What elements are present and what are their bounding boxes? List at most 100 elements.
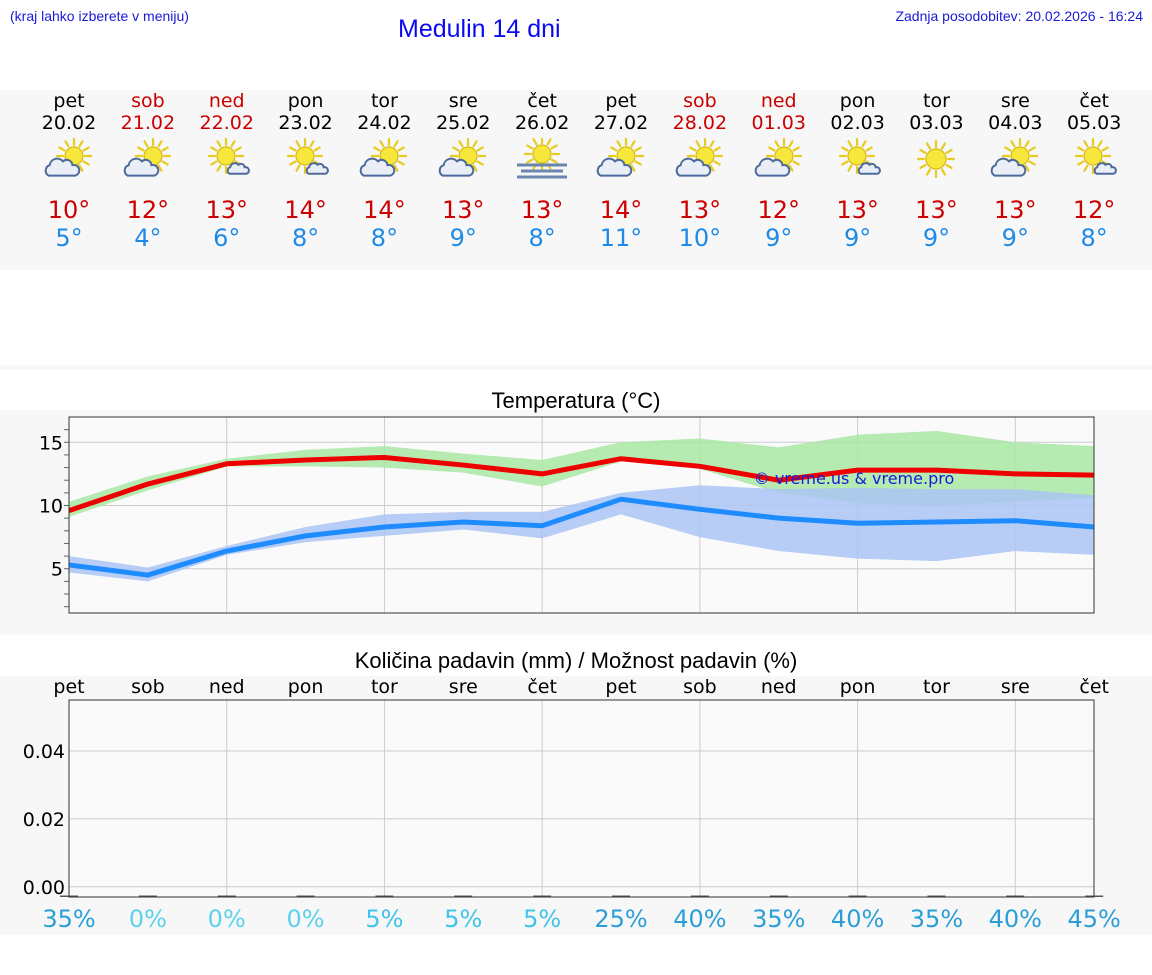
max-temperature: 14° bbox=[284, 196, 327, 224]
last-updated: Zadnja posodobitev: 20.02.2026 - 16:24 bbox=[895, 8, 1143, 24]
precip-bar bbox=[296, 895, 315, 897]
precip-bar bbox=[690, 895, 709, 897]
watermark: © vreme.us & vreme.pro bbox=[754, 469, 955, 488]
max-temperature: 13° bbox=[442, 196, 485, 224]
max-temperature-line bbox=[68, 454, 1095, 513]
min-temperature-line bbox=[68, 496, 1095, 578]
max-temperature: 12° bbox=[757, 196, 800, 224]
section-divider bbox=[0, 365, 1152, 370]
precip-chance: 0% bbox=[287, 905, 325, 933]
x-tick-label: sre bbox=[449, 676, 478, 698]
day-name: sob bbox=[131, 90, 165, 112]
precip-bar bbox=[138, 895, 157, 897]
day-name: sre bbox=[448, 90, 478, 112]
min-temperature: 8° bbox=[370, 224, 399, 252]
x-tick-label: čet bbox=[527, 676, 557, 698]
x-tick-label: sob bbox=[131, 676, 165, 698]
precip-bar bbox=[454, 895, 473, 897]
min-temperature: 4° bbox=[134, 224, 162, 252]
precip-chance: 35% bbox=[752, 905, 805, 933]
precip-chance: 40% bbox=[673, 905, 726, 933]
cloud-shape bbox=[754, 157, 790, 177]
precip-chance: 45% bbox=[1068, 905, 1121, 933]
plot-frame bbox=[68, 416, 1095, 614]
cloud-shape bbox=[596, 157, 633, 177]
cloud-shape bbox=[123, 157, 160, 177]
cloud-shape bbox=[360, 157, 396, 177]
max-temperature: 13° bbox=[678, 196, 722, 224]
y-tick-label: 5 bbox=[51, 559, 63, 581]
cloud-shape bbox=[675, 157, 712, 177]
partly-cloudy-icon bbox=[991, 138, 1039, 177]
sun-small-cloud-icon bbox=[1075, 138, 1118, 175]
precip-chance: 35% bbox=[42, 905, 95, 933]
sun-shape bbox=[1075, 138, 1112, 175]
cloud-shape bbox=[305, 162, 329, 175]
precip-chance: 0% bbox=[208, 905, 246, 933]
min-temperature: 10° bbox=[678, 224, 722, 252]
location-menu-hint: (kraj lahko izberete v meniju) bbox=[10, 8, 189, 24]
precip-chance: 25% bbox=[594, 905, 647, 933]
cloud-shape bbox=[857, 162, 881, 175]
partly-cloudy-icon bbox=[439, 138, 487, 177]
y-tick-label: 15 bbox=[39, 432, 63, 454]
plot-area bbox=[69, 700, 1094, 897]
precip-chance: 5% bbox=[523, 905, 561, 933]
precip-bar bbox=[375, 895, 394, 897]
day-name: tor bbox=[923, 90, 950, 112]
sun-shape bbox=[286, 138, 323, 175]
day-forecast: tor 03.03 13° 9° bbox=[896, 90, 976, 252]
daily-forecast-band bbox=[0, 90, 1152, 270]
precipitation-chart: pet sob ned pon tor sre čet pet sob ned pon tor sre č… bbox=[23, 676, 1121, 933]
x-tick-label: ned bbox=[209, 676, 245, 698]
precip-bar bbox=[1006, 895, 1025, 897]
min-temperature: 8° bbox=[1080, 224, 1108, 252]
day-name: tor bbox=[370, 90, 398, 112]
precip-chance: 40% bbox=[831, 905, 884, 933]
day-name: sob bbox=[683, 90, 717, 112]
day-forecast: čet 26.02 13° 8° bbox=[502, 90, 582, 252]
min-temperature: 9° bbox=[843, 224, 872, 252]
day-forecast: pon 23.02 14° 8° bbox=[266, 90, 346, 252]
day-date: 02.03 bbox=[830, 112, 885, 134]
day-date: 04.03 bbox=[988, 112, 1043, 134]
day-name: pon bbox=[287, 90, 324, 112]
x-tick-label: sre bbox=[1001, 676, 1030, 698]
day-date: 23.02 bbox=[278, 112, 333, 134]
partly-cloudy-icon bbox=[675, 138, 723, 177]
partly-cloudy-icon bbox=[596, 138, 645, 177]
day-date: 25.02 bbox=[436, 112, 491, 134]
max-temperature: 14° bbox=[363, 196, 406, 224]
min-temperature-range bbox=[69, 485, 1095, 582]
y-tick-label: 0.04 bbox=[23, 741, 65, 763]
sun-small-cloud-icon bbox=[207, 138, 250, 175]
x-tick-label: pon bbox=[840, 676, 876, 698]
day-name: čet bbox=[1079, 90, 1109, 112]
fog-shape bbox=[517, 163, 568, 179]
day-date: 24.02 bbox=[357, 112, 412, 134]
day-name: pet bbox=[53, 90, 85, 112]
max-temperature: 13° bbox=[520, 196, 564, 224]
day-forecast: sre 25.02 13° 9° bbox=[423, 90, 503, 252]
day-forecast: ned 01.03 12° 9° bbox=[739, 90, 819, 252]
day-name: pon bbox=[839, 90, 876, 112]
x-tick-label: tor bbox=[371, 676, 398, 698]
precip-chance: 40% bbox=[989, 905, 1042, 933]
precip-chance: 35% bbox=[910, 905, 963, 933]
x-tick-label: pon bbox=[288, 676, 324, 698]
sun-icon bbox=[917, 139, 956, 179]
precip-chance: 5% bbox=[444, 905, 482, 933]
precip-bar bbox=[533, 895, 552, 897]
max-temperature: 12° bbox=[126, 196, 170, 224]
sun-shape bbox=[838, 138, 875, 175]
precip-bar bbox=[927, 895, 946, 897]
cloud-shape bbox=[1093, 162, 1118, 175]
min-temperature: 5° bbox=[55, 224, 83, 252]
max-temperature: 13° bbox=[915, 196, 958, 224]
cloud-shape bbox=[44, 157, 81, 177]
y-tick-label: 0.00 bbox=[23, 877, 65, 899]
x-tick-label: pet bbox=[53, 676, 84, 698]
day-name: pet bbox=[605, 90, 637, 112]
y-tick-label: 10 bbox=[39, 496, 63, 518]
day-forecast: ned 22.02 13° 6° bbox=[187, 90, 267, 252]
